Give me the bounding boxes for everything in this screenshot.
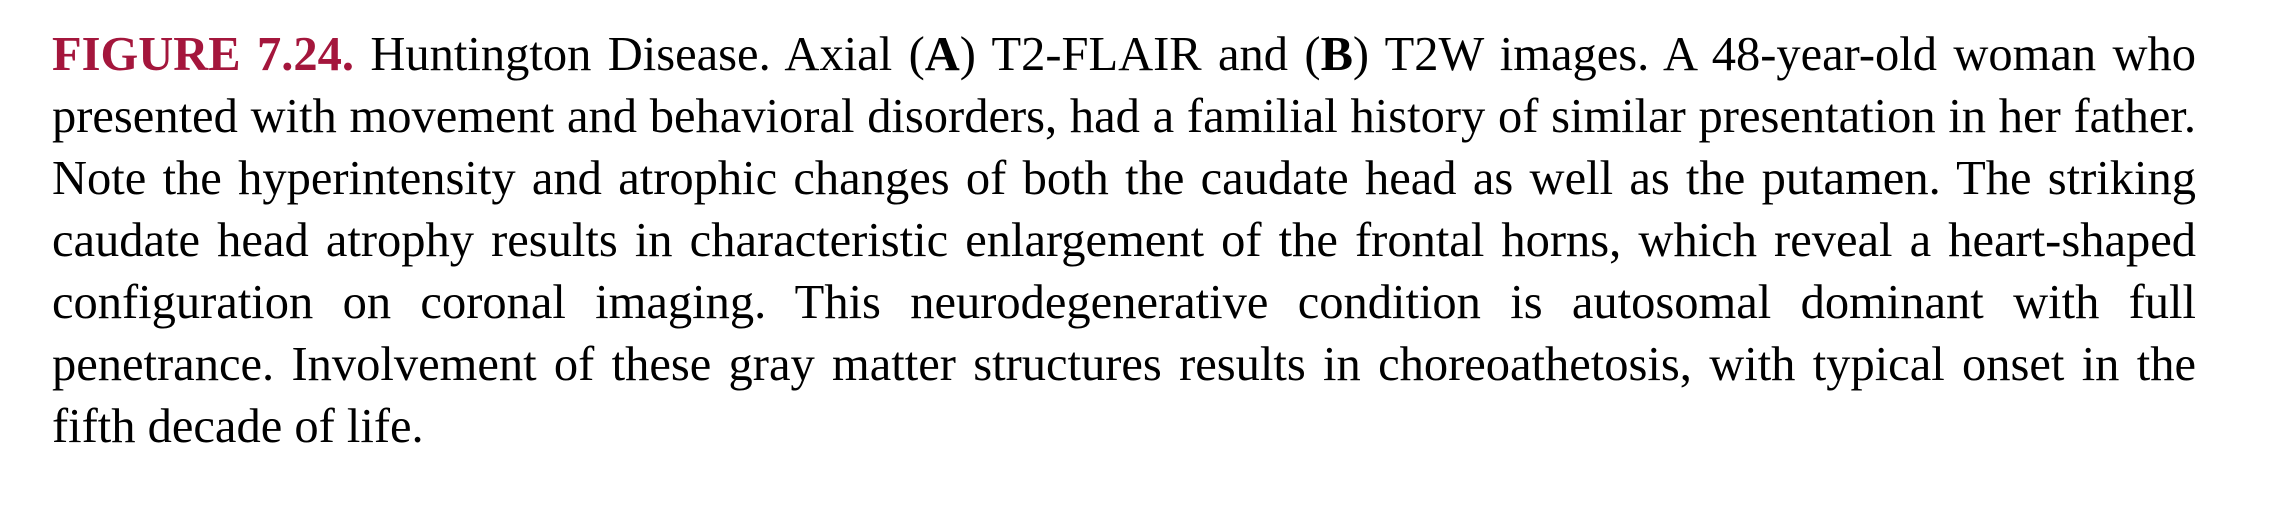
figure-title: Huntington Disease. [370, 28, 771, 81]
panel-a-description: T2-FLAIR and [991, 28, 1289, 81]
panel-label-a: A [924, 28, 960, 81]
axial-text: Axial [784, 28, 893, 81]
figure-caption: FIGURE 7.24. Huntington Disease. Axial (… [52, 28, 2197, 453]
panel-b-description: T2W images. [1384, 28, 1650, 81]
panel-label-b: B [1320, 28, 1353, 81]
figure-label: FIGURE 7.24. [52, 28, 355, 81]
caption-body: A 48-year-old woman who presented with m… [52, 28, 2197, 453]
